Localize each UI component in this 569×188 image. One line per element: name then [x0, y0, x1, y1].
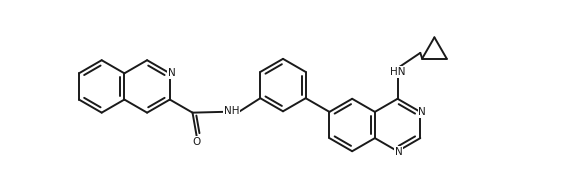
Text: NH: NH [224, 106, 240, 116]
Text: N: N [395, 147, 402, 157]
Text: N: N [418, 107, 426, 117]
Text: O: O [193, 137, 201, 147]
Text: N: N [168, 68, 176, 78]
Text: HN: HN [390, 67, 405, 77]
